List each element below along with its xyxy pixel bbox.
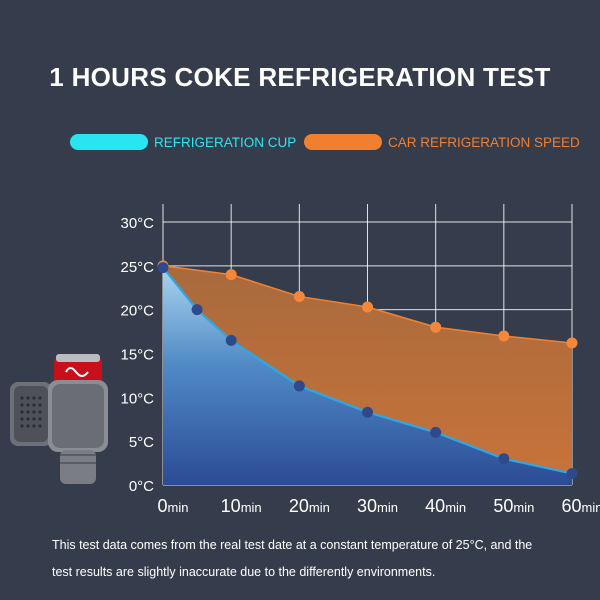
legend-label-car: CAR REFRIGERATION SPEED bbox=[388, 134, 580, 150]
y-tick-label: 0°C bbox=[129, 478, 154, 495]
x-tick-label: 50min bbox=[493, 496, 534, 516]
data-point-cup bbox=[293, 380, 305, 392]
data-point-cup bbox=[566, 468, 578, 480]
data-point-cup bbox=[191, 304, 203, 316]
data-point-cup bbox=[362, 406, 373, 418]
legend-label-cup: REFRIGERATION CUP bbox=[154, 134, 297, 150]
y-tick-label: 25°C bbox=[120, 259, 154, 276]
legend-swatch-cup bbox=[70, 134, 148, 150]
x-tick-label: 0min bbox=[158, 496, 189, 516]
data-point-car bbox=[566, 337, 578, 349]
data-point-car bbox=[293, 291, 305, 303]
cup-product-image bbox=[10, 354, 108, 484]
x-tick-label: 40min bbox=[425, 496, 466, 516]
data-point-car bbox=[430, 321, 442, 333]
legend: REFRIGERATION CUP CAR REFRIGERATION SPEE… bbox=[0, 134, 600, 158]
legend-item-cup: REFRIGERATION CUP bbox=[70, 134, 296, 150]
data-point-cup bbox=[430, 426, 442, 438]
x-tick-label: 10min bbox=[221, 496, 262, 516]
data-point-car bbox=[362, 301, 373, 313]
data-point-cup bbox=[498, 453, 510, 465]
data-point-car bbox=[225, 269, 237, 281]
y-tick-label: 15°C bbox=[120, 347, 154, 364]
y-tick-label: 5°C bbox=[129, 434, 154, 451]
y-tick-label: 30°C bbox=[120, 215, 154, 232]
y-tick-label: 20°C bbox=[120, 303, 154, 320]
data-point-cup bbox=[225, 334, 237, 346]
x-tick-label: 30min bbox=[357, 496, 398, 516]
footnote-line-1: This test data comes from the real test … bbox=[52, 538, 533, 552]
series-area-cup bbox=[163, 267, 572, 485]
legend-swatch-car bbox=[304, 134, 382, 150]
footnote-line-2: test results are slightly inaccurate due… bbox=[52, 565, 436, 579]
legend-item-car: CAR REFRIGERATION SPEED bbox=[304, 134, 580, 150]
x-tick-label: 60min bbox=[562, 496, 600, 516]
footnote: This test data comes from the real test … bbox=[52, 532, 592, 586]
y-tick-label: 10°C bbox=[120, 390, 154, 407]
x-tick-label: 20min bbox=[289, 496, 330, 516]
data-point-cup bbox=[157, 262, 169, 274]
data-point-car bbox=[498, 330, 510, 342]
chart-title: 1 HOURS COKE REFRIGERATION TEST bbox=[49, 62, 551, 92]
series-line-cup bbox=[162, 266, 573, 475]
